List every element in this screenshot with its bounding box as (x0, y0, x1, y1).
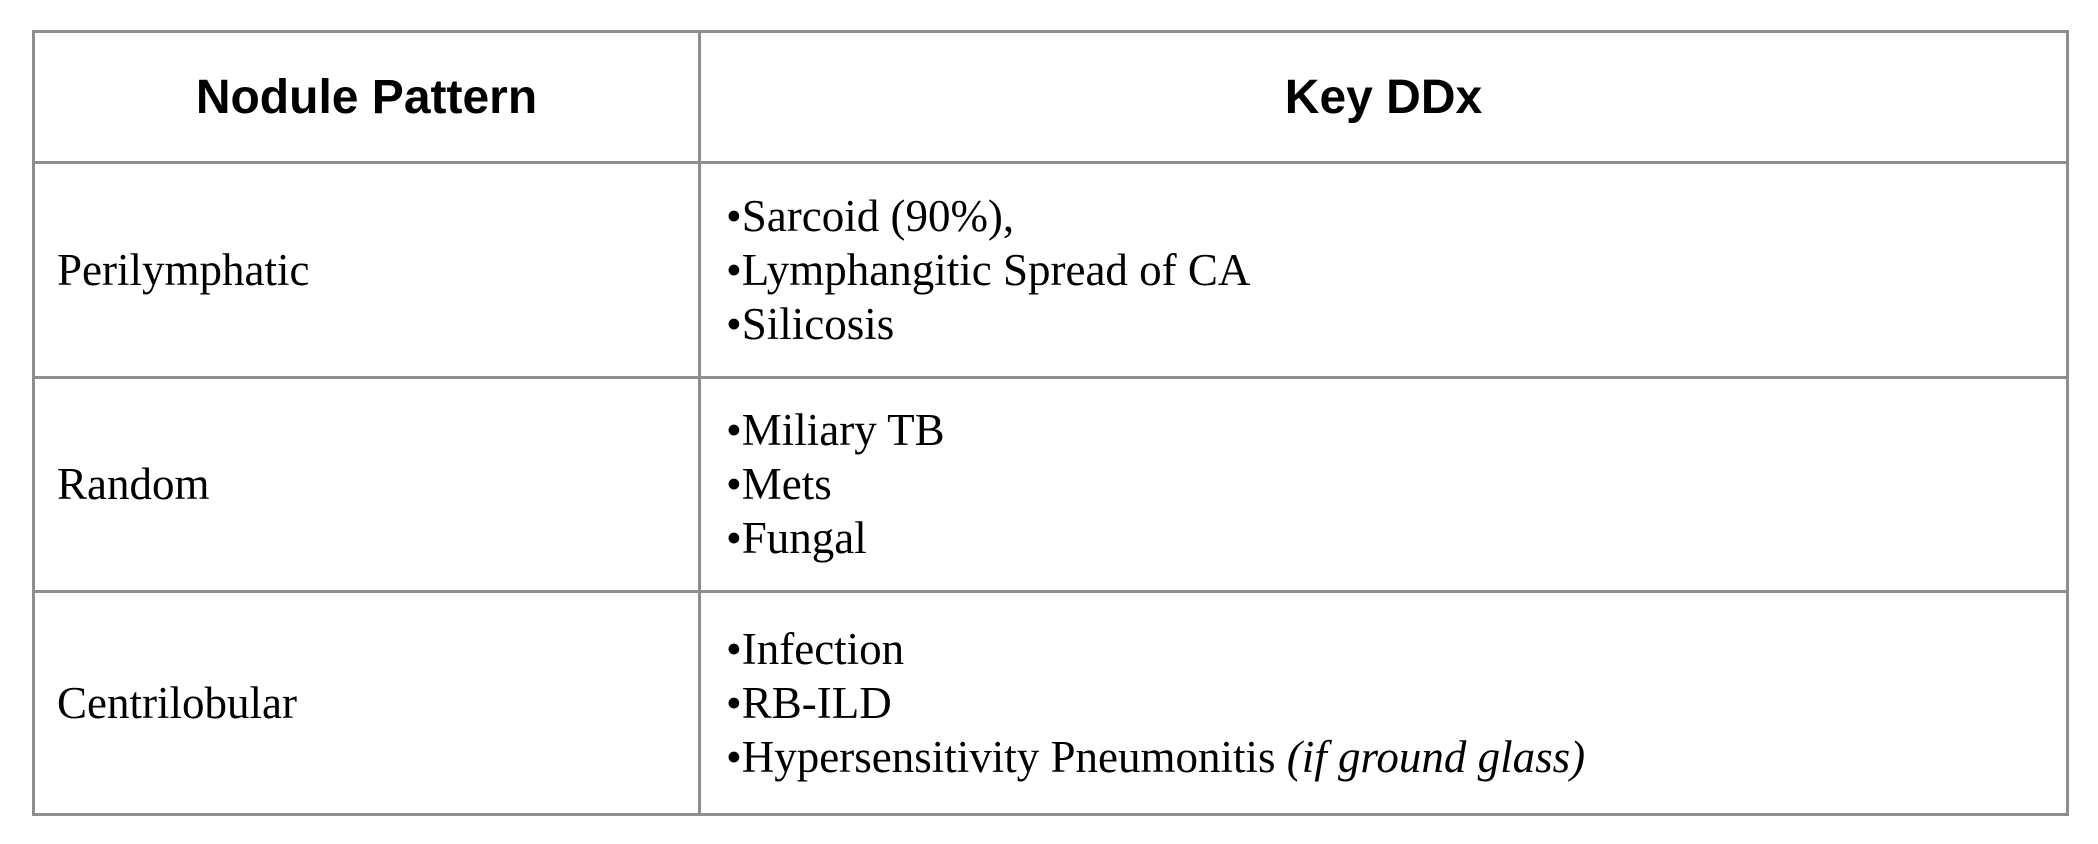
column-header-nodule-pattern: Nodule Pattern (32, 30, 701, 164)
ddx-list: •Infection •RB-ILD •Hypersensitivity Pne… (726, 622, 2066, 784)
ddx-list-item: •Fungal (726, 511, 2066, 565)
ddx-item-text: •Hypersensitivity Pneumonitis (726, 731, 1287, 782)
ddx-cell: •Miliary TB •Mets •Fungal (698, 376, 2069, 593)
ddx-item-text: •Lymphangitic Spread of CA (726, 245, 1251, 296)
ddx-item-text: •Infection (726, 623, 905, 674)
nodule-pattern-cell: Perilymphatic (32, 160, 701, 380)
nodule-pattern-cell: Random (32, 376, 701, 593)
ddx-list: •Miliary TB •Mets •Fungal (726, 403, 2066, 565)
ddx-item-text: •Miliary TB (726, 405, 945, 456)
ddx-list-item: •Lymphangitic Spread of CA (726, 243, 2066, 297)
ddx-list-item: •Mets (726, 457, 2066, 511)
ddx-item-text: •Sarcoid (90%), (726, 191, 1015, 242)
table-row: Centrilobular •Infection •RB-ILD •Hypers… (32, 589, 2069, 817)
ddx-item-text: •RB-ILD (726, 677, 892, 728)
header-row: Nodule Pattern Key DDx (32, 30, 2069, 164)
ddx-list-item: •Miliary TB (726, 403, 2066, 457)
ddx-item-qualifier: (if ground glass) (1286, 731, 1586, 782)
ddx-item-text: •Mets (726, 459, 832, 510)
table-row: Random •Miliary TB •Mets •Fungal (32, 376, 2069, 593)
ddx-list-item: •Silicosis (726, 297, 2066, 351)
ddx-list-item: •Sarcoid (90%), (726, 189, 2066, 243)
nodule-ddx-table: Nodule Pattern Key DDx Perilymphatic •Sa… (32, 30, 2069, 817)
ddx-list-item: •Infection (726, 622, 2066, 676)
nodule-pattern-cell: Centrilobular (32, 589, 701, 817)
ddx-item-text: •Fungal (726, 513, 867, 564)
ddx-cell: •Infection •RB-ILD •Hypersensitivity Pne… (698, 589, 2069, 817)
table-row: Perilymphatic •Sarcoid (90%), •Lymphangi… (32, 160, 2069, 380)
ddx-list-item: •Hypersensitivity Pneumonitis (if ground… (726, 730, 2066, 784)
ddx-item-text: •Silicosis (726, 299, 895, 350)
ddx-list: •Sarcoid (90%), •Lymphangitic Spread of … (726, 189, 2066, 351)
ddx-list-item: •RB-ILD (726, 676, 2066, 730)
ddx-cell: •Sarcoid (90%), •Lymphangitic Spread of … (698, 160, 2069, 380)
column-header-key-ddx: Key DDx (698, 30, 2069, 164)
